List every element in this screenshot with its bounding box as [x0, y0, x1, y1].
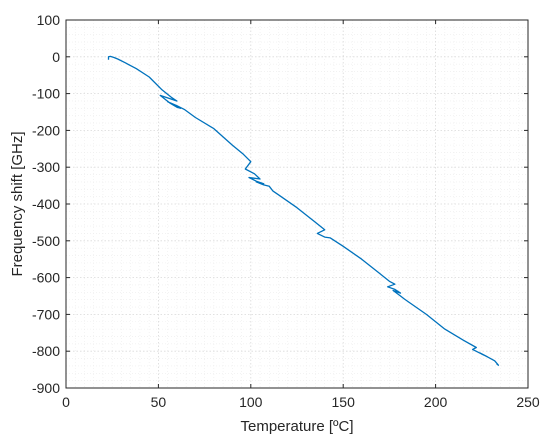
y-tick-label: -300	[32, 159, 60, 175]
y-tick-label: -700	[32, 306, 60, 322]
x-tick-label: 0	[62, 394, 70, 410]
series-line	[107, 55, 500, 366]
y-tick-label: -500	[32, 233, 60, 249]
y-tick-label: -900	[32, 380, 60, 396]
y-tick-label: -100	[32, 86, 60, 102]
x-tick-label: 200	[424, 394, 448, 410]
x-tick-label: 250	[516, 394, 540, 410]
y-tick-label: -800	[32, 343, 60, 359]
y-tick-label: 100	[37, 12, 61, 28]
x-axis-ticks: 0 50 100 150 200 250	[62, 20, 540, 410]
x-axis-label: Temperature [ºC]	[240, 418, 353, 435]
y-axis-ticks: -900 -800 -700 -600 -500 -400 -300 -200 -100 0 100	[32, 12, 528, 396]
y-axis-label: Frequency shift [GHz]	[9, 131, 26, 276]
x-tick-label: 100	[239, 394, 263, 410]
y-tick-label: -400	[32, 196, 60, 212]
y-tick-label: 0	[52, 49, 60, 65]
x-tick-label: 150	[332, 394, 356, 410]
y-tick-label: -200	[32, 122, 60, 138]
x-tick-label: 50	[151, 394, 167, 410]
y-tick-label: -600	[32, 270, 60, 286]
